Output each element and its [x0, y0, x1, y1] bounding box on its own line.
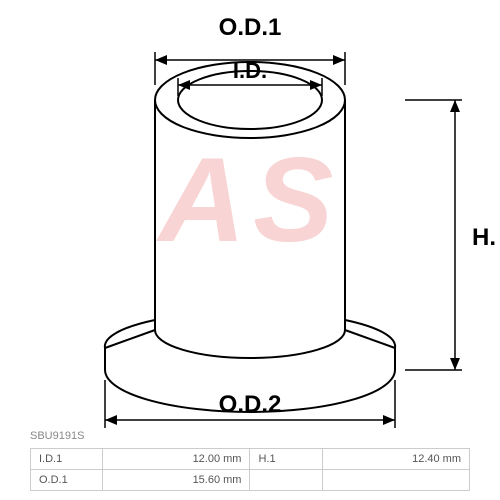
spec-table: I.D.112.00 mmH.112.40 mmO.D.115.60 mm — [30, 448, 470, 491]
table-row: O.D.115.60 mm — [31, 470, 470, 491]
diagram-canvas: AS O.D.1 I.D. — [0, 0, 500, 500]
bushing-diagram: O.D.1 I.D. O.D.2 H. — [0, 0, 500, 445]
table-row: I.D.112.00 mmH.112.40 mm — [31, 449, 470, 470]
label-h: H. — [472, 224, 496, 251]
label-od2: O.D.2 — [219, 391, 282, 418]
label-od1: O.D.1 — [219, 14, 282, 41]
label-id: I.D. — [233, 58, 267, 83]
part-number: SBU9191S — [30, 430, 84, 442]
